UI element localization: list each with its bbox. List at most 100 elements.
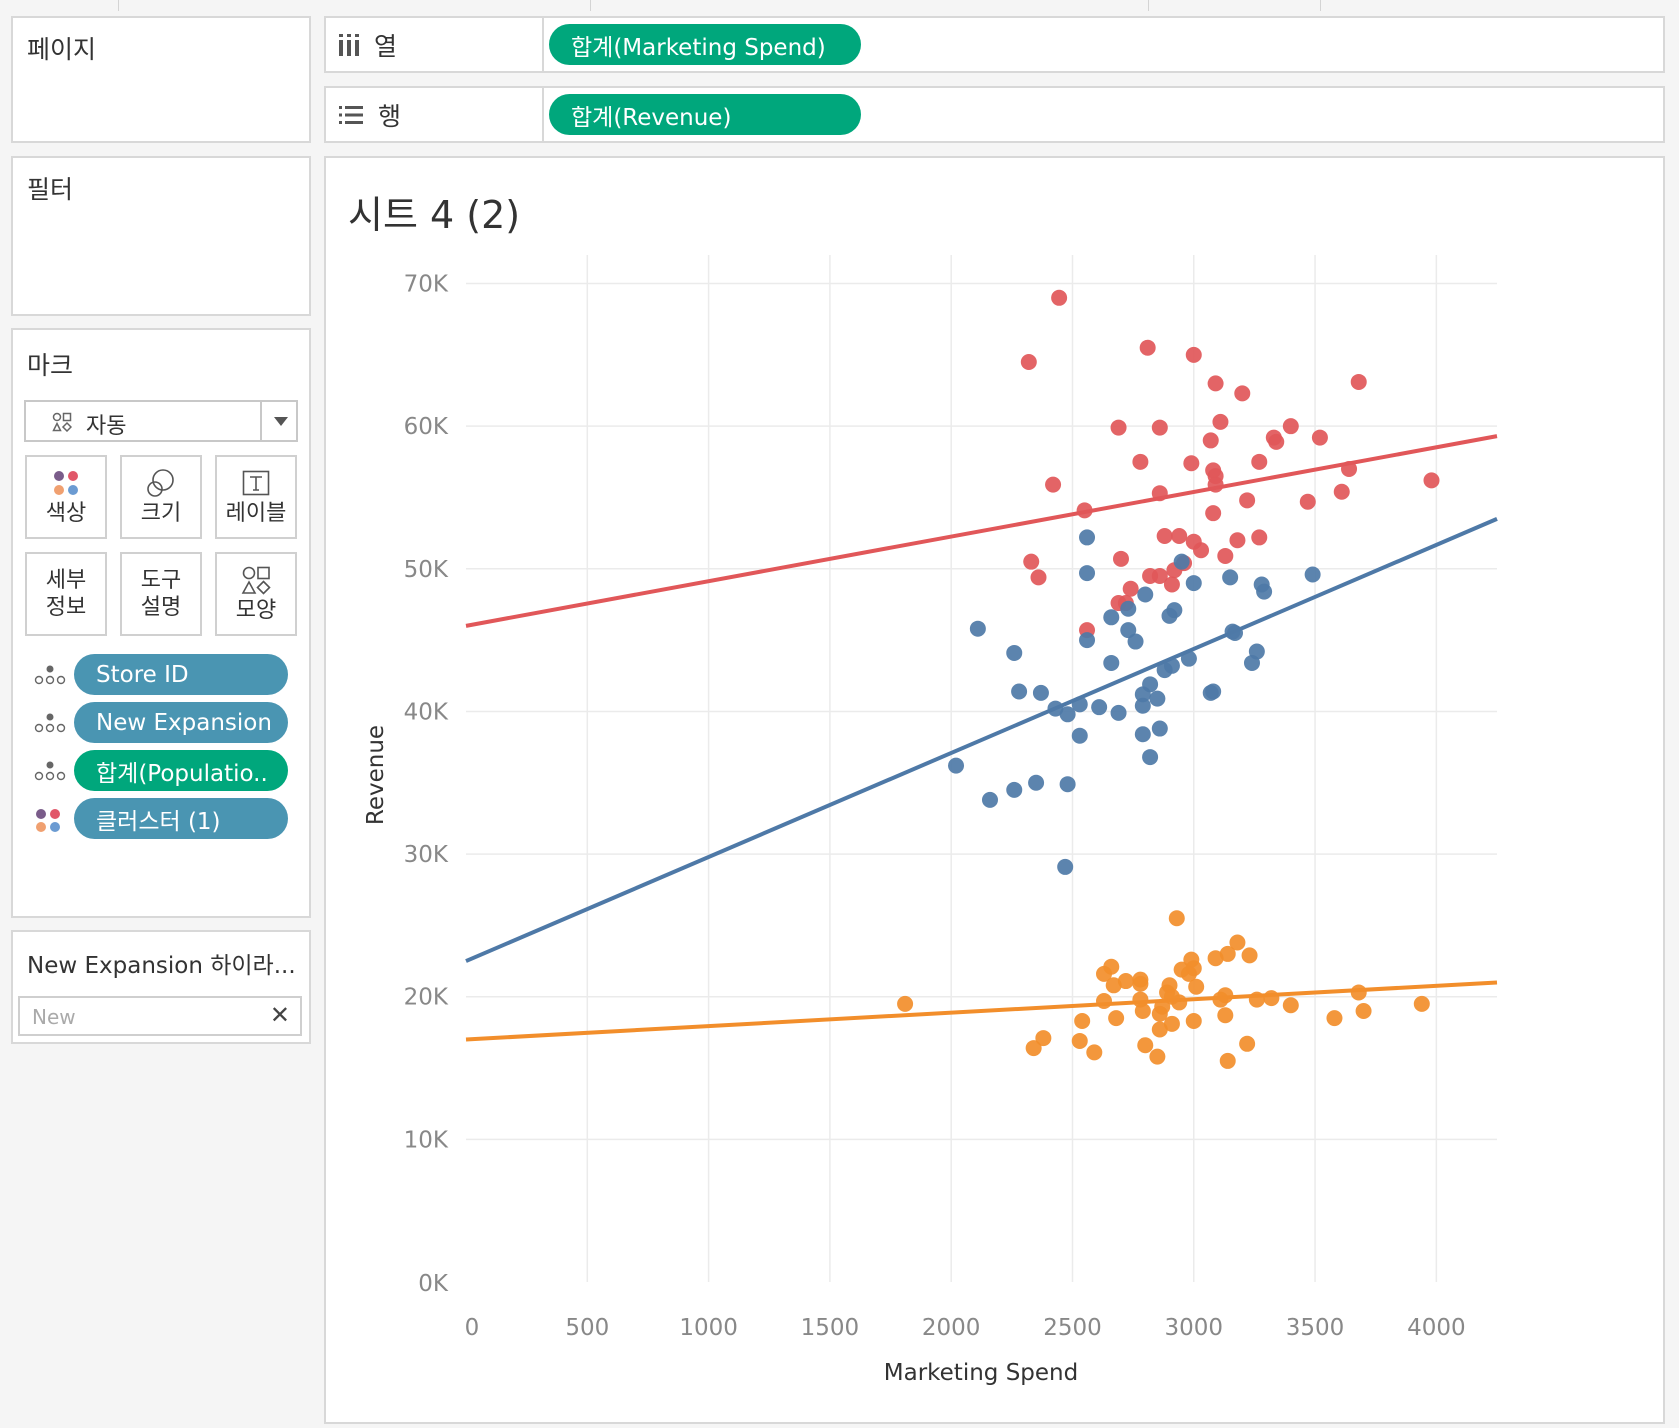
rows-shelf[interactable]: 행 합계(Revenue) xyxy=(324,86,1665,143)
scatter-point xyxy=(1156,662,1173,679)
scatter-point xyxy=(1239,1035,1256,1052)
scatter-point xyxy=(1020,353,1037,370)
scatter-point xyxy=(1051,289,1068,306)
pages-card[interactable]: 페이지 xyxy=(11,16,311,143)
scatter-point xyxy=(1243,654,1260,671)
scatter-point xyxy=(1120,622,1137,639)
tooltip-button[interactable]: 도구 설명 xyxy=(120,552,202,636)
columns-icon xyxy=(339,33,359,56)
shape-button[interactable]: 모양 xyxy=(215,552,297,636)
mark-field-pill-new-expansion[interactable]: New Expansion xyxy=(74,702,288,743)
size-button-label: 크기 xyxy=(140,501,182,527)
tooltip-button-label-1: 도구 xyxy=(140,567,182,593)
scatter-point xyxy=(1413,995,1430,1012)
scatter-point xyxy=(1071,727,1088,744)
scatter-point xyxy=(1248,991,1265,1008)
scatter-point xyxy=(1091,699,1108,716)
top-toolbar-strip xyxy=(0,0,1679,12)
scatter-point xyxy=(1059,706,1076,723)
highlighter-placeholder: New xyxy=(32,1005,76,1029)
scatter-point xyxy=(1161,607,1178,624)
scatter-point xyxy=(1134,697,1151,714)
scatter-point xyxy=(1202,432,1219,449)
scatter-point xyxy=(1071,1032,1088,1049)
scatter-point xyxy=(1207,950,1224,967)
columns-shelf-label: 열 xyxy=(326,18,544,71)
scatter-point xyxy=(1079,529,1096,546)
mark-field-pill-cluster[interactable]: 클러스터 (1) xyxy=(74,798,288,839)
color-button-label: 색상 xyxy=(45,501,87,527)
scatter-point xyxy=(1030,569,1047,586)
y-tick-label: 20K xyxy=(404,985,449,1011)
scatter-point xyxy=(1076,502,1093,519)
y-tick-label: 60K xyxy=(404,414,449,440)
scatter-point xyxy=(1241,947,1258,964)
y-tick-label: 0K xyxy=(418,1271,449,1297)
scatter-point xyxy=(1251,453,1268,470)
dropdown-separator xyxy=(260,402,262,440)
scatter-point xyxy=(1212,991,1229,1008)
scatter-point xyxy=(1185,346,1202,363)
scatter-point xyxy=(1134,686,1151,703)
scatter-point xyxy=(1117,973,1134,990)
size-button[interactable]: 크기 xyxy=(120,455,202,539)
rows-pill-revenue[interactable]: 합계(Revenue) xyxy=(549,94,861,135)
scatter-point xyxy=(1074,1012,1091,1029)
scatter-point xyxy=(1205,505,1222,522)
scatter-point xyxy=(1268,433,1285,450)
scatter-point xyxy=(1263,990,1280,1007)
scatter-point xyxy=(1219,945,1236,962)
scatter-point xyxy=(1132,453,1149,470)
sheet-title: 시트 4 (2) xyxy=(348,193,521,237)
columns-pill-marketing-spend[interactable]: 합계(Marketing Spend) xyxy=(549,24,861,65)
scatter-point xyxy=(1028,774,1045,791)
scatter-point xyxy=(1185,1012,1202,1029)
close-icon[interactable]: ✕ xyxy=(269,1001,290,1029)
automatic-mark-icon xyxy=(52,412,72,432)
filters-title: 필터 xyxy=(27,175,74,204)
scatter-point xyxy=(1168,910,1185,927)
scatter-point xyxy=(1132,975,1149,992)
x-tick-label: 3500 xyxy=(1286,1315,1345,1341)
scatter-point xyxy=(1350,984,1367,1001)
y-tick-label: 10K xyxy=(404,1127,449,1153)
scatter-point xyxy=(1341,460,1358,477)
x-tick-label: 0 xyxy=(465,1315,480,1341)
scatter-point xyxy=(1151,1005,1168,1022)
scatter-point xyxy=(1217,1007,1234,1024)
scatter-point xyxy=(1096,965,1113,982)
scatter-point xyxy=(1006,781,1023,798)
scatter-point xyxy=(1212,413,1229,430)
columns-shelf-text: 열 xyxy=(374,31,398,61)
label-button[interactable]: 레이블 xyxy=(215,455,297,539)
y-tick-label: 40K xyxy=(404,699,449,725)
scatter-point xyxy=(1142,749,1159,766)
scatter-point xyxy=(1180,650,1197,667)
scatter-point xyxy=(1183,455,1200,472)
scatter-point xyxy=(1333,483,1350,500)
mark-field-pill-store-id[interactable]: Store ID xyxy=(74,654,288,695)
scatter-point xyxy=(1151,485,1168,502)
scatter-point xyxy=(1059,776,1076,793)
mark-type-dropdown[interactable]: 자동 xyxy=(24,400,298,442)
columns-shelf[interactable]: 열 합계(Marketing Spend) xyxy=(324,16,1665,73)
chevron-down-icon[interactable] xyxy=(274,417,288,426)
x-tick-label: 3000 xyxy=(1164,1315,1223,1341)
mark-field-row: 합계(Populatio.. xyxy=(34,750,290,792)
marks-title: 마크 xyxy=(27,351,74,380)
scatter-point xyxy=(1134,726,1151,743)
highlighter-search-input[interactable]: New ✕ xyxy=(18,996,302,1036)
trend-line xyxy=(465,517,1498,963)
scatter-point xyxy=(1110,704,1127,721)
scatter-point xyxy=(1193,542,1210,559)
filters-card[interactable]: 필터 xyxy=(11,156,311,316)
scatter-point xyxy=(1229,532,1246,549)
mark-field-pill-population[interactable]: 합계(Populatio.. xyxy=(74,750,288,791)
color-icon xyxy=(54,471,78,496)
detail-field-icon xyxy=(34,713,66,733)
detail-button[interactable]: 세부 정보 xyxy=(25,552,107,636)
scatter-point xyxy=(1171,527,1188,544)
scatter-point xyxy=(1355,1002,1372,1019)
color-button[interactable]: 색상 xyxy=(25,455,107,539)
